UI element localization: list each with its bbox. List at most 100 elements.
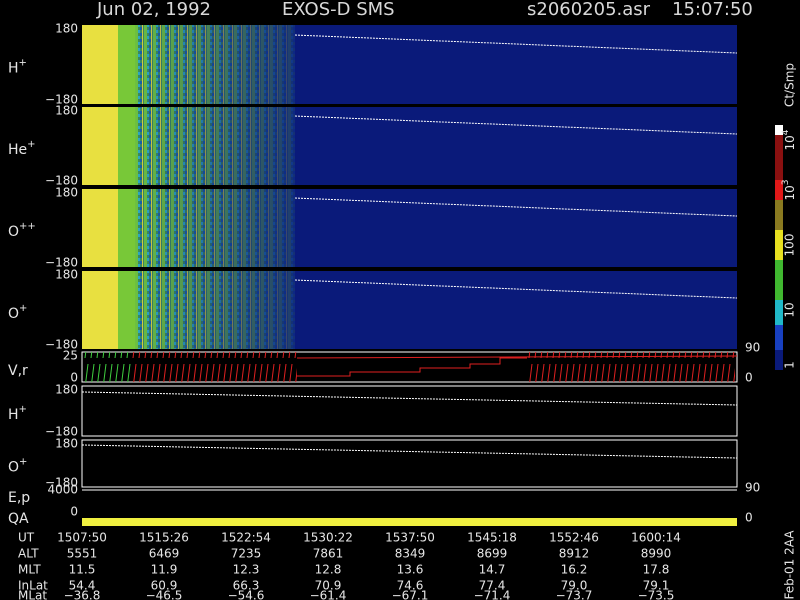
cell: −61.4 [310, 589, 347, 600]
vr-steps [297, 357, 527, 377]
spectrogram-yellow [82, 271, 118, 349]
cell: 8349 [395, 547, 426, 561]
instrument: EXOS-D SMS [282, 0, 395, 20]
colorbar-label: 104 [781, 129, 797, 150]
tick-label: −180 [45, 476, 78, 490]
row-name: ALT [18, 547, 39, 561]
tick-label: 180 [55, 22, 78, 36]
colorbar-unit: Ct/Smp [783, 63, 797, 107]
charge: + [19, 404, 27, 415]
tick-label: −180 [45, 338, 78, 352]
spectrogram-green [118, 107, 135, 185]
cell: 16.2 [561, 563, 588, 577]
cell: 7861 [313, 547, 344, 561]
panel-label: O++ [8, 221, 36, 240]
row-name: UT [18, 531, 35, 545]
cell: 5551 [67, 547, 98, 561]
panel-label: H+ [8, 404, 27, 423]
panels: H+180−180He+180−180O++180−180O+180−180V,… [8, 22, 760, 528]
time: 15:07:50 [672, 0, 753, 20]
cell: 14.7 [479, 563, 506, 577]
trace [81, 444, 738, 459]
trace [294, 34, 738, 54]
cell: 79.1 [643, 579, 670, 593]
cell: 1600:14 [631, 531, 681, 545]
tick-label: 0 [70, 371, 78, 385]
cell: 79.0 [561, 579, 588, 593]
colorbar-label: 10 [783, 302, 797, 317]
cell: 70.9 [315, 579, 342, 593]
row-name: MLT [18, 563, 41, 577]
tick-label: 25 [63, 349, 78, 363]
colorbar [775, 125, 783, 370]
charge: + [27, 139, 35, 150]
cell: 7235 [231, 547, 262, 561]
tick-label: 4000 [47, 483, 78, 497]
charge: ++ [19, 221, 36, 232]
tick-label: −180 [45, 256, 78, 270]
cell: 8912 [559, 547, 590, 561]
cell: −46.5 [146, 589, 183, 600]
tick-label: 180 [55, 268, 78, 282]
cell: 1522:54 [221, 531, 271, 545]
cell: 11.9 [151, 563, 178, 577]
cell: 8699 [477, 547, 508, 561]
tick-label: 0 [70, 505, 78, 519]
panel-label: H+ [8, 58, 27, 77]
panel-label: O+ [8, 457, 27, 476]
ephemeris-table: UT 1507:50 1515:26 1522:54 1530:22 1537:50 154… [18, 531, 681, 600]
cell: 1552:46 [549, 531, 599, 545]
tick-label: −180 [45, 93, 78, 107]
tick-label: −180 [45, 174, 78, 188]
cell: 1537:50 [385, 531, 435, 545]
file-name: s2060205.asr [527, 0, 651, 20]
cell: 17.8 [643, 563, 670, 577]
spectrogram-fade [135, 25, 295, 104]
spectrogram-yellow [82, 189, 118, 267]
base: 10 [783, 135, 797, 150]
exponent: 4 [781, 129, 791, 135]
spectrogram-green [118, 271, 135, 349]
side-label: Feb-01 2AA [783, 530, 797, 600]
spectrogram-yellow [82, 25, 118, 104]
cell: 12.3 [233, 563, 260, 577]
cell: 1507:50 [57, 531, 107, 545]
trace [294, 279, 738, 299]
date: Jun 02, 1992 [96, 0, 211, 20]
colorbar-label: 103 [781, 179, 797, 200]
cell: −54.6 [228, 589, 265, 600]
spectrogram-fade [135, 107, 295, 185]
tick-label: 180 [55, 383, 78, 397]
tick-label: 180 [55, 437, 78, 451]
cell: 13.6 [397, 563, 424, 577]
cell: 1515:26 [139, 531, 189, 545]
cell: 54.4 [69, 579, 96, 593]
tick-label: 180 [55, 186, 78, 200]
cell: −73.7 [556, 589, 593, 600]
right-tick-label: 0 [745, 511, 753, 525]
colorbar-label: 100 [783, 234, 797, 257]
panel-bg [81, 439, 738, 488]
cell: 6469 [149, 547, 180, 561]
cell: 1545:18 [467, 531, 517, 545]
cell: 12.8 [315, 563, 342, 577]
cell: 77.4 [479, 579, 506, 593]
panel-label: O+ [8, 303, 27, 322]
cell: 66.3 [233, 579, 260, 593]
trace [294, 197, 738, 217]
cell: 11.5 [69, 563, 96, 577]
panel-label: E,p [8, 490, 30, 506]
base: 10 [783, 185, 797, 200]
panel-label: QA [8, 511, 29, 527]
row-name: InLat [18, 579, 48, 593]
right-tick-label: 90 [745, 481, 760, 495]
vr-line [296, 355, 738, 359]
panel-bg [81, 385, 738, 437]
charge: + [19, 457, 27, 468]
spectrogram-green [118, 189, 135, 267]
right-tick-label: 0 [745, 371, 753, 385]
vr-red [132, 352, 297, 382]
cell: 74.6 [397, 579, 424, 593]
